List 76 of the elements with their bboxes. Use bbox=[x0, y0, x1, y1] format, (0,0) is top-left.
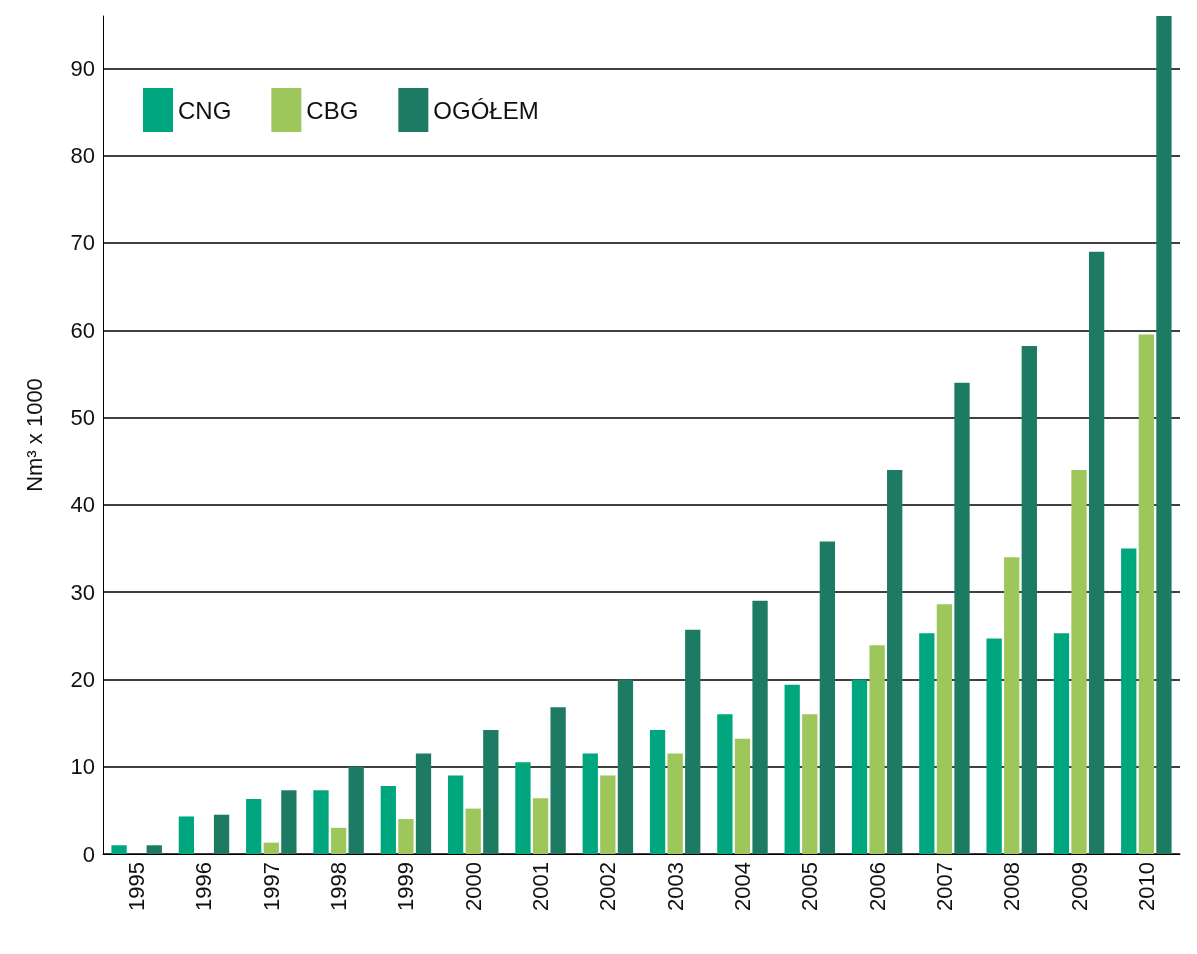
y-tick-label: 50 bbox=[70, 405, 95, 431]
bar bbox=[802, 714, 818, 854]
x-tick-label: 1997 bbox=[258, 862, 284, 911]
legend-label: CBG bbox=[306, 96, 359, 124]
legend-label: OGÓŁEM bbox=[433, 96, 539, 124]
bar bbox=[532, 798, 549, 854]
x-tick-label: 2008 bbox=[999, 862, 1025, 911]
bar bbox=[600, 775, 616, 854]
x-tick-label: 2010 bbox=[1133, 862, 1159, 911]
bar bbox=[1053, 633, 1070, 854]
bar bbox=[178, 816, 195, 854]
x-tick-label: 2003 bbox=[662, 862, 688, 911]
y-tick-label: 30 bbox=[70, 579, 95, 605]
bar bbox=[550, 707, 566, 854]
x-tick-label: 1998 bbox=[326, 862, 352, 911]
bar bbox=[213, 814, 230, 854]
y-axis-title: Nm³ x 1000 bbox=[21, 378, 47, 492]
bar bbox=[246, 799, 262, 854]
legend-label: CNG bbox=[178, 96, 232, 124]
bar bbox=[1004, 557, 1020, 854]
x-tick-label: 2005 bbox=[797, 862, 823, 911]
bar bbox=[348, 766, 364, 854]
bar bbox=[869, 645, 885, 854]
bar bbox=[649, 730, 666, 854]
bar bbox=[819, 541, 836, 854]
bar bbox=[465, 808, 481, 854]
bar bbox=[582, 753, 598, 854]
bar bbox=[1071, 469, 1087, 854]
bar bbox=[851, 679, 868, 854]
bar bbox=[380, 785, 396, 854]
bar bbox=[111, 845, 127, 854]
x-tick-label: 2000 bbox=[460, 862, 486, 911]
bar bbox=[685, 629, 701, 854]
x-tick-label: 2006 bbox=[864, 862, 890, 911]
x-tick-label: 2001 bbox=[528, 862, 554, 911]
bar bbox=[919, 633, 935, 854]
bar bbox=[734, 738, 751, 854]
bar bbox=[515, 762, 531, 854]
y-tick-label: 20 bbox=[70, 666, 95, 692]
x-tick-label: 2002 bbox=[595, 862, 621, 911]
bar bbox=[146, 845, 162, 854]
bar bbox=[1121, 548, 1137, 854]
y-tick-label: 40 bbox=[70, 492, 95, 518]
bar bbox=[483, 730, 499, 854]
x-tick-label: 1996 bbox=[191, 862, 217, 911]
bar bbox=[887, 469, 903, 854]
bar bbox=[752, 600, 768, 854]
bar bbox=[263, 842, 279, 854]
bar bbox=[398, 819, 414, 854]
y-tick-label: 90 bbox=[70, 55, 95, 81]
bar bbox=[667, 753, 683, 854]
y-tick-label: 0 bbox=[82, 841, 95, 867]
bar bbox=[281, 790, 297, 854]
x-tick-label: 2007 bbox=[931, 862, 957, 911]
bar bbox=[1021, 345, 1037, 854]
x-tick-label: 2009 bbox=[1066, 862, 1092, 911]
bar bbox=[330, 827, 347, 854]
y-tick-label: 80 bbox=[70, 143, 95, 169]
x-tick-label: 1999 bbox=[393, 862, 419, 911]
x-tick-label: 1995 bbox=[124, 862, 150, 911]
bar bbox=[617, 679, 634, 854]
bar bbox=[447, 775, 464, 854]
y-tick-label: 70 bbox=[70, 230, 95, 256]
bar bbox=[717, 714, 733, 854]
bar bbox=[784, 684, 800, 854]
bar bbox=[1156, 16, 1172, 854]
x-tick-label: 2004 bbox=[729, 862, 755, 911]
bar bbox=[313, 790, 329, 854]
y-tick-label: 10 bbox=[70, 754, 95, 780]
bar bbox=[936, 604, 953, 854]
bar bbox=[415, 753, 432, 854]
bar bbox=[1088, 251, 1105, 854]
bar bbox=[954, 382, 970, 854]
bar bbox=[1138, 334, 1154, 854]
bar bbox=[986, 638, 1002, 854]
y-tick-label: 60 bbox=[70, 317, 95, 343]
